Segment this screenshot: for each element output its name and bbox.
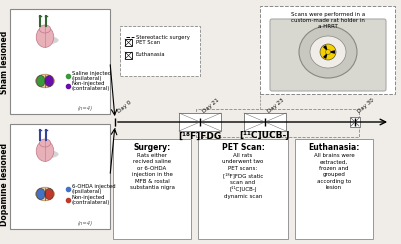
Ellipse shape [36, 75, 45, 87]
FancyBboxPatch shape [270, 19, 386, 91]
Bar [125, 39, 132, 46]
Wedge shape [323, 52, 328, 59]
Ellipse shape [36, 36, 59, 44]
Circle shape [326, 50, 330, 54]
FancyBboxPatch shape [10, 9, 110, 114]
Wedge shape [328, 50, 335, 54]
FancyBboxPatch shape [260, 6, 395, 94]
Ellipse shape [36, 150, 59, 158]
Text: 6-OHDA injected
(ipsilateral): 6-OHDA injected (ipsilateral) [72, 183, 115, 194]
Ellipse shape [39, 25, 51, 33]
Ellipse shape [36, 141, 54, 161]
FancyBboxPatch shape [10, 124, 110, 229]
Ellipse shape [36, 74, 55, 88]
Text: Rats either
recived saline
or 6-OHDA
injection in the
MFB & rostal
substantia ni: Rats either recived saline or 6-OHDA inj… [130, 153, 174, 190]
Text: PET Scan:: PET Scan: [222, 143, 264, 152]
Ellipse shape [45, 188, 53, 200]
Bar [350, 117, 360, 127]
FancyBboxPatch shape [113, 139, 191, 239]
Text: All rats
underwent two
PET scans:
[¹⁸F]FDG static
scan and
[¹¹C]UCB-J
dynamic sc: All rats underwent two PET scans: [¹⁸F]F… [222, 153, 264, 199]
Text: Scans were performed in a
custom-made rat holder in
a HRRT: Scans were performed in a custom-made ra… [291, 12, 365, 29]
Text: Stereotactic surgery: Stereotactic surgery [136, 34, 190, 40]
Text: Non-injected
(contralateral): Non-injected (contralateral) [72, 81, 110, 92]
Text: (n=4): (n=4) [77, 106, 93, 111]
FancyBboxPatch shape [120, 26, 200, 76]
Ellipse shape [299, 26, 357, 78]
Ellipse shape [36, 187, 55, 201]
FancyBboxPatch shape [244, 113, 286, 131]
Text: Euthanasia: Euthanasia [136, 52, 166, 58]
Ellipse shape [36, 27, 54, 47]
Text: [¹¹C]UCB-J: [¹¹C]UCB-J [240, 132, 290, 141]
Text: Day 30: Day 30 [357, 97, 375, 114]
Text: Day 23: Day 23 [267, 97, 286, 114]
Text: (n=4): (n=4) [77, 221, 93, 226]
Text: [¹⁸F]FDG: [¹⁸F]FDG [178, 132, 222, 141]
Text: Dopamine lesioned: Dopamine lesioned [0, 142, 10, 225]
Text: PET Scan: PET Scan [136, 40, 160, 44]
Ellipse shape [39, 139, 51, 147]
Ellipse shape [310, 36, 346, 68]
Text: Surgery:: Surgery: [134, 143, 170, 152]
Wedge shape [323, 45, 328, 52]
Ellipse shape [45, 75, 53, 87]
FancyBboxPatch shape [198, 139, 288, 239]
Text: Non-injected
(contralateral): Non-injected (contralateral) [72, 195, 110, 205]
FancyBboxPatch shape [179, 113, 221, 131]
Text: Day 21: Day 21 [202, 97, 220, 114]
Circle shape [320, 44, 336, 60]
Ellipse shape [36, 188, 45, 200]
Text: Euthanasia:: Euthanasia: [308, 143, 360, 152]
Text: Saline injected
(ipsilateral): Saline injected (ipsilateral) [72, 71, 111, 81]
Bar [125, 52, 132, 59]
Text: All brains were
extracted,
frozen and
grouped
according to
lesion: All brains were extracted, frozen and gr… [314, 153, 354, 190]
Text: Day 0: Day 0 [117, 100, 133, 114]
Text: Sham lesioned: Sham lesioned [0, 30, 10, 94]
FancyBboxPatch shape [295, 139, 373, 239]
